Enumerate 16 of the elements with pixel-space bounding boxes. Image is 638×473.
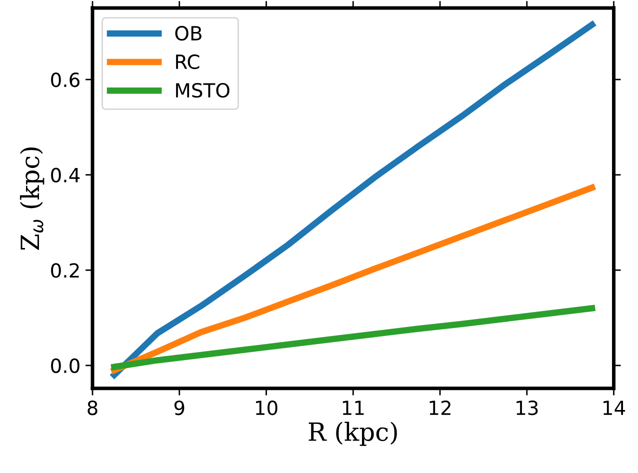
legend-label: RC xyxy=(176,54,200,70)
y-tick-label: 0.2 xyxy=(51,263,79,278)
x-tick-label: 14 xyxy=(604,400,626,415)
y-tick-label: 0.0 xyxy=(51,358,80,374)
x-tick-label: 10 xyxy=(256,400,278,416)
y-axis-title: Z$_{ω}$ (kpc) xyxy=(20,147,44,250)
x-tick-label: 11 xyxy=(342,400,364,415)
x-tick-label: 8 xyxy=(88,400,98,416)
x-tick-label: 13 xyxy=(516,400,538,416)
legend-label: OB xyxy=(175,26,202,41)
x-tick-label: 12 xyxy=(430,400,450,415)
x-axis-title: R (kpc) xyxy=(308,422,397,446)
legend-label: MSTO xyxy=(176,82,230,98)
y-tick-label: 0.4 xyxy=(51,168,80,182)
x-tick-label: 9 xyxy=(174,400,184,416)
y-tick-label: 0.6 xyxy=(51,72,80,88)
